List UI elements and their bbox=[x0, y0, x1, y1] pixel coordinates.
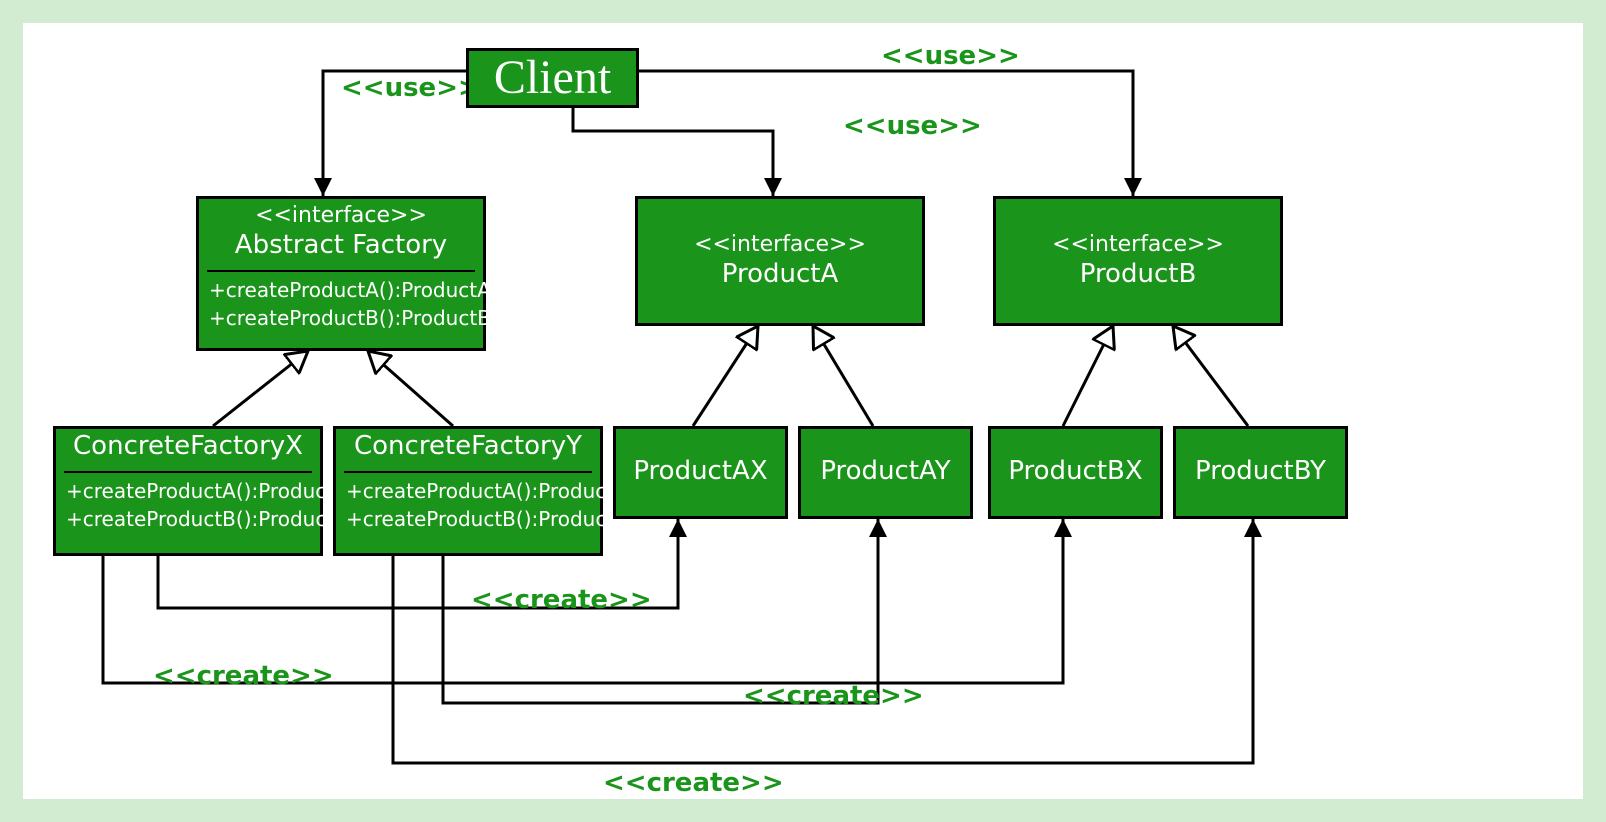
edge-use-pb bbox=[639, 71, 1133, 196]
edge-gen-pbx-pb bbox=[1063, 326, 1113, 426]
node-title: Client bbox=[469, 48, 636, 108]
edge-gen-cfx-af bbox=[213, 351, 308, 426]
node-title: ConcreteFactoryX bbox=[56, 429, 320, 467]
node-method: +createProductA():ProductA bbox=[199, 276, 483, 304]
node-separator bbox=[344, 471, 592, 473]
node-title: Abstract Factory bbox=[199, 228, 483, 266]
node-title: ProductA bbox=[638, 257, 922, 295]
node-productAX: ProductAX bbox=[613, 426, 788, 519]
diagram-canvas: <<use>> <<use>> <<use>> <<create>> <<create>… bbox=[23, 23, 1583, 799]
edges-layer bbox=[23, 23, 1583, 799]
edge-label-use-pa: <<use>> bbox=[843, 111, 982, 141]
edge-label-create-cfy-pay: <<create>> bbox=[743, 681, 924, 711]
edge-label-use-af: <<use>> bbox=[341, 73, 480, 103]
node-method: +createProductB():ProductB bbox=[199, 304, 483, 332]
node-stereotype: <<interface>> bbox=[638, 228, 922, 257]
node-productBX: ProductBX bbox=[988, 426, 1163, 519]
edge-gen-cfy-af bbox=[368, 351, 453, 426]
node-client: Client bbox=[466, 48, 639, 108]
node-productA: <<interface>>ProductA bbox=[635, 196, 925, 326]
edge-use-pa bbox=[573, 108, 773, 196]
edge-label-create-cfx-pbx: <<create>> bbox=[153, 661, 334, 691]
edge-use-af bbox=[323, 71, 466, 196]
node-concreteFactoryX: ConcreteFactoryX +createProductA():Produc… bbox=[53, 426, 323, 556]
node-separator bbox=[207, 270, 475, 272]
node-separator bbox=[64, 471, 312, 473]
node-productBY: ProductBY bbox=[1173, 426, 1348, 519]
node-method: +createProductA():ProductA bbox=[336, 477, 600, 505]
node-title: ProductB bbox=[996, 257, 1280, 295]
edge-label-create-cfx-pax: <<create>> bbox=[471, 585, 652, 615]
node-method: +createProductB():ProductB bbox=[56, 505, 320, 533]
node-method: +createProductA():ProductA bbox=[56, 477, 320, 505]
edge-gen-pax-pa bbox=[693, 326, 758, 426]
edge-label-use-pb: <<use>> bbox=[881, 41, 1020, 71]
edge-gen-pby-pb bbox=[1173, 326, 1248, 426]
edge-gen-pay-pa bbox=[813, 326, 873, 426]
node-title: ProductAY bbox=[801, 454, 970, 492]
node-method: +createProductB():ProductB bbox=[336, 505, 600, 533]
node-productB: <<interface>>ProductB bbox=[993, 196, 1283, 326]
edge-label-create-cfy-pby: <<create>> bbox=[603, 768, 784, 798]
node-title: ProductBX bbox=[991, 454, 1160, 492]
node-concreteFactoryY: ConcreteFactoryY +createProductA():Produc… bbox=[333, 426, 603, 556]
node-stereotype: <<interface>> bbox=[199, 199, 483, 228]
node-title: ProductAX bbox=[616, 454, 785, 492]
node-title: ConcreteFactoryY bbox=[336, 429, 600, 467]
node-abstractFactory: <<interface>>Abstract Factory +createProd… bbox=[196, 196, 486, 351]
node-title: ProductBY bbox=[1176, 454, 1345, 492]
node-stereotype: <<interface>> bbox=[996, 228, 1280, 257]
node-productAY: ProductAY bbox=[798, 426, 973, 519]
